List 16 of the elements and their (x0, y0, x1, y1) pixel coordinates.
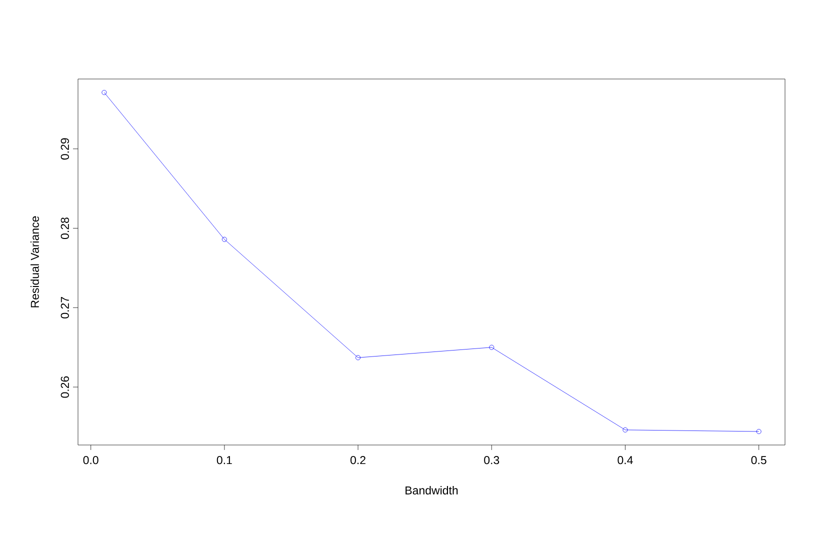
x-axis-title: Bandwidth (406, 486, 458, 494)
point (622, 427, 628, 432)
x-tick-label: 0.5 (751, 456, 766, 464)
point (222, 236, 227, 242)
y-axis-title: Residual Variance (30, 216, 39, 308)
y-tick-label: 0.28 (60, 218, 69, 239)
x-tick-label: 0.1 (216, 456, 232, 464)
y-tick-label: 0.27 (60, 297, 69, 318)
point (356, 355, 361, 360)
y-tick-label: 0.26 (60, 376, 69, 398)
point (489, 344, 494, 350)
x-tick-label: 0.3 (484, 456, 500, 464)
x-tick-label: 0.0 (83, 456, 98, 464)
y-tick-label: 0.29 (60, 138, 69, 160)
x-tick-label: 0.4 (618, 456, 633, 464)
x-tick-label: 0.2 (350, 456, 366, 464)
